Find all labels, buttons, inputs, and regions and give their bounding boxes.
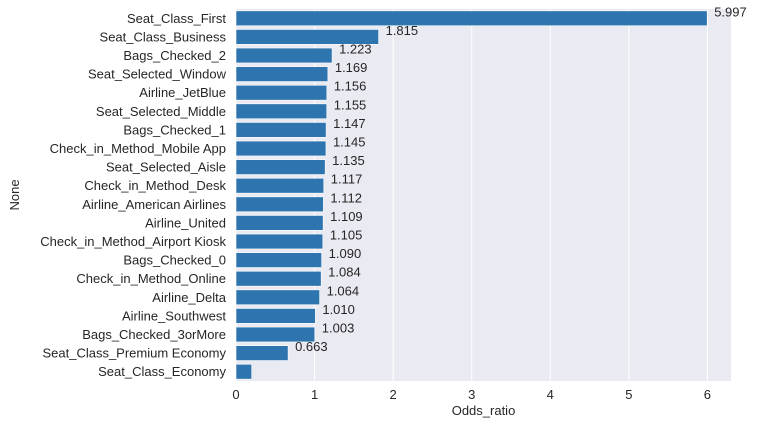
bar-16 bbox=[235, 308, 316, 324]
y-tick-label-10: Airline_American Airlines bbox=[82, 197, 226, 212]
y-tick-label-15: Airline_Delta bbox=[152, 290, 226, 305]
bar-label-11: 1.109 bbox=[330, 209, 363, 224]
bar-label-5: 1.155 bbox=[334, 97, 367, 112]
bar-label-3: 1.169 bbox=[335, 60, 368, 75]
bar-label-6: 1.147 bbox=[333, 116, 366, 131]
bar-19 bbox=[235, 363, 253, 380]
bar-label-15: 1.064 bbox=[327, 283, 360, 298]
bar-15 bbox=[235, 289, 320, 306]
y-tick-label-2: Bags_Checked_2 bbox=[123, 48, 226, 63]
y-tick-label-14: Check_in_Method_Online bbox=[76, 271, 226, 286]
bar-17 bbox=[235, 326, 316, 343]
bar-label-12: 1.105 bbox=[330, 228, 363, 243]
bar-label-18: 0.663 bbox=[295, 339, 328, 354]
y-tick-label-11: Airline_United bbox=[145, 215, 226, 230]
bar-10 bbox=[235, 196, 324, 213]
bar-5 bbox=[235, 103, 328, 120]
bar-13 bbox=[235, 252, 322, 268]
plot-background bbox=[236, 9, 731, 381]
x-tick-label-4: 4 bbox=[547, 387, 554, 402]
bars bbox=[235, 10, 708, 380]
y-tick-label-16: Airline_Southwest bbox=[122, 308, 226, 323]
y-tick-label-4: Airline_JetBlue bbox=[139, 85, 226, 100]
bar-label-9: 1.117 bbox=[331, 172, 363, 187]
bar-7 bbox=[235, 140, 327, 157]
bar-8 bbox=[235, 159, 326, 175]
y-tick-label-3: Seat_Selected_Window bbox=[88, 67, 227, 82]
bar-14 bbox=[235, 270, 322, 287]
bar-label-13: 1.090 bbox=[329, 246, 362, 261]
bar-label-7: 1.145 bbox=[333, 135, 366, 150]
bar-0 bbox=[235, 10, 708, 27]
y-tick-label-9: Check_in_Method_Desk bbox=[84, 178, 226, 193]
x-tick-label-6: 6 bbox=[704, 387, 711, 402]
bar-18 bbox=[235, 345, 289, 361]
x-tick-label-0: 0 bbox=[232, 387, 239, 402]
bar-2 bbox=[235, 47, 333, 64]
bar-label-8: 1.135 bbox=[332, 153, 365, 168]
bar-4 bbox=[235, 84, 328, 101]
bar-9 bbox=[235, 177, 325, 194]
bar-label-1: 1.815 bbox=[386, 23, 419, 38]
y-tick-label-1: Seat_Class_Business bbox=[100, 29, 227, 44]
bar-label-14: 1.084 bbox=[328, 265, 361, 280]
y-tick-label-6: Bags_Checked_1 bbox=[123, 122, 226, 137]
bar-label-17: 1.003 bbox=[322, 321, 355, 336]
y-tick-label-5: Seat_Selected_Middle bbox=[96, 104, 226, 119]
y-tick-label-19: Seat_Class_Economy bbox=[98, 364, 226, 379]
bar-1 bbox=[235, 29, 379, 45]
y-axis-title: None bbox=[7, 179, 22, 210]
x-tick-label-5: 5 bbox=[625, 387, 632, 402]
y-tick-label-18: Seat_Class_Premium Economy bbox=[42, 346, 226, 361]
bar-label-16: 1.010 bbox=[322, 302, 355, 317]
x-axis-title: Odds_ratio bbox=[452, 403, 516, 418]
bar-label-4: 1.156 bbox=[334, 79, 367, 94]
bar-6 bbox=[235, 122, 327, 138]
x-tick-label-2: 2 bbox=[390, 387, 397, 402]
bar-value-labels: 5.997 1.815 1.223 1.169 1.156 1.155 1.147 1.145… bbox=[295, 4, 747, 354]
bar-label-0: 5.997 bbox=[714, 4, 747, 19]
bar-12 bbox=[235, 233, 324, 250]
bar-3 bbox=[235, 66, 329, 82]
y-tick-label-8: Seat_Selected_Aisle bbox=[106, 160, 226, 175]
x-tick-labels: 0 1 2 3 4 5 6 bbox=[232, 387, 711, 402]
y-tick-labels: Seat_Class_First Seat_Class_Business Bags_… bbox=[40, 11, 226, 379]
y-tick-label-0: Seat_Class_First bbox=[127, 11, 226, 26]
y-tick-label-12: Check_in_Method_Airport Kiosk bbox=[40, 234, 226, 249]
bar-label-2: 1.223 bbox=[339, 42, 372, 57]
bar-label-10: 1.112 bbox=[330, 190, 362, 205]
x-tick-label-3: 3 bbox=[468, 387, 475, 402]
y-tick-label-17: Bags_Checked_3orMore bbox=[82, 327, 226, 342]
x-tick-label-1: 1 bbox=[311, 387, 318, 402]
y-tick-label-13: Bags_Checked_0 bbox=[123, 253, 226, 268]
bar-11 bbox=[235, 215, 324, 231]
y-tick-label-7: Check_in_Method_Mobile App bbox=[50, 141, 226, 156]
